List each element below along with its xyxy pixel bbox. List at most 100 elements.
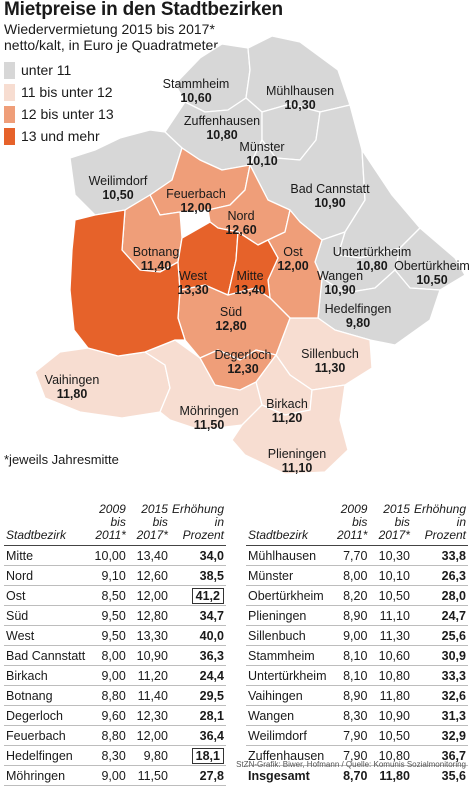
district-name: Botnang bbox=[133, 245, 180, 259]
table-row: Nord 9,10 12,60 38,5 bbox=[4, 565, 226, 586]
legend-swatch bbox=[4, 61, 15, 79]
district-area-plieningen[interactable] bbox=[231, 384, 349, 475]
rent-2015-2017-cell: 11,30 bbox=[369, 625, 412, 646]
table-row: Plieningen 8,90 11,10 24,7 bbox=[246, 605, 468, 626]
rent-2015-2017-cell: 10,80 bbox=[369, 745, 412, 766]
rent-2009-2011-cell: 9,60 bbox=[87, 705, 128, 726]
rent-2009-2011-cell: 8,10 bbox=[329, 645, 370, 666]
rent-2015-2017-cell: 9,80 bbox=[127, 745, 170, 766]
district-rent-value: 10,60 bbox=[180, 91, 211, 105]
rent-2009-2011-cell: 8,50 bbox=[87, 585, 128, 606]
district-rent-value: 11,40 bbox=[141, 259, 172, 273]
district-rent-value: 10,30 bbox=[284, 98, 315, 112]
rent-2009-2011-cell: 9,00 bbox=[87, 765, 128, 786]
increase-cell: 34,0 bbox=[169, 545, 226, 566]
legend-label: unter 11 bbox=[21, 62, 72, 78]
increase-cell: 36,7 bbox=[411, 745, 468, 766]
district-cell: Bad Cannstatt bbox=[4, 645, 88, 666]
rent-2009-2011-cell: 8,00 bbox=[329, 565, 370, 586]
increase-cell: 29,5 bbox=[169, 685, 226, 706]
district-rent-value: 10,50 bbox=[102, 188, 133, 202]
district-rent-value: 10,80 bbox=[206, 128, 237, 142]
table-row: Stammheim 8,10 10,60 30,9 bbox=[246, 645, 468, 666]
district-rent-value: 12,00 bbox=[277, 259, 308, 273]
district-rent-value: 12,80 bbox=[215, 319, 246, 333]
district-name: Sillenbuch bbox=[301, 347, 359, 361]
district-rent-value: 10,80 bbox=[356, 259, 387, 273]
district-name: Degerloch bbox=[215, 348, 272, 362]
table-row: Untertürkheim 8,10 10,80 33,3 bbox=[246, 665, 468, 686]
increase-cell: 27,8 bbox=[169, 765, 226, 786]
district-name: Süd bbox=[220, 305, 242, 319]
district-rent-value: 11,80 bbox=[57, 387, 88, 401]
legend-item: unter 11 bbox=[4, 60, 114, 80]
footnote: *jeweils Jahresmitte bbox=[4, 452, 119, 467]
increase-cell: 30,9 bbox=[411, 645, 468, 666]
district-name: Wangen bbox=[317, 269, 363, 283]
table-row: Mitte 10,00 13,40 34,0 bbox=[4, 545, 226, 566]
district-name: Weilimdorf bbox=[89, 174, 148, 188]
district-name: Stammheim bbox=[163, 77, 230, 91]
header-district: Stadtbezirk bbox=[246, 503, 330, 546]
district-name: Bad Cannstatt bbox=[290, 182, 370, 196]
district-name: Untertürkheim bbox=[333, 245, 412, 259]
district-cell: West bbox=[4, 625, 88, 646]
district-rent-value: 13,40 bbox=[234, 283, 265, 297]
district-cell: Botnang bbox=[4, 685, 88, 706]
district-cell: Mitte bbox=[4, 545, 88, 566]
district-name: West bbox=[179, 269, 208, 283]
header-2015-2017: 2015 bis 2017* bbox=[369, 503, 412, 546]
rent-2015-2017-cell: 12,00 bbox=[127, 585, 170, 606]
district-name: Mitte bbox=[236, 269, 263, 283]
increase-cell: 32,6 bbox=[411, 685, 468, 706]
district-name: Mühlhausen bbox=[266, 84, 334, 98]
table-row: Degerloch 9,60 12,30 28,1 bbox=[4, 705, 226, 726]
rent-2015-2017-cell: 10,90 bbox=[369, 705, 412, 726]
district-area-degerloch[interactable] bbox=[199, 349, 277, 391]
legend-swatch bbox=[4, 83, 15, 101]
district-cell: Degerloch bbox=[4, 705, 88, 726]
district-cell: Sillenbuch bbox=[246, 625, 330, 646]
district-name: Zuffenhausen bbox=[184, 114, 260, 128]
header-2009-2011: 2009 bis 2011* bbox=[329, 503, 370, 546]
rent-2009-2011-cell: 8,90 bbox=[329, 685, 370, 706]
district-cell: Mühlhausen bbox=[246, 545, 330, 566]
increase-cell: 36,4 bbox=[169, 725, 226, 746]
increase-cell: 25,6 bbox=[411, 625, 468, 646]
table-row: Feuerbach 8,80 12,00 36,4 bbox=[4, 725, 226, 746]
district-name: Hedelfingen bbox=[325, 302, 392, 316]
header-2009-2011: 2009 bis 2011* bbox=[87, 503, 128, 546]
table-row: Weilimdorf 7,90 10,50 32,9 bbox=[246, 725, 468, 746]
district-cell: Vaihingen bbox=[246, 685, 330, 706]
data-table-left: Stadtbezirk 2009 bis 2011* 2015 bis 2017* … bbox=[4, 503, 226, 786]
rent-2009-2011-cell: 7,70 bbox=[329, 545, 370, 566]
legend-item: 12 bis unter 13 bbox=[4, 104, 114, 124]
increase-cell: 24,7 bbox=[411, 605, 468, 626]
district-area-mitte[interactable] bbox=[227, 231, 279, 299]
district-rent-value: 11,20 bbox=[272, 411, 303, 425]
rent-2015-2017-cell: 12,60 bbox=[127, 565, 170, 586]
rent-2015-2017-cell: 10,90 bbox=[127, 645, 170, 666]
header-increase: Erhöhung in Prozent bbox=[411, 503, 468, 546]
rent-2009-2011-cell: 7,90 bbox=[329, 745, 370, 766]
district-cell: Zuffenhausen bbox=[246, 745, 330, 766]
increase-cell: 32,9 bbox=[411, 725, 468, 746]
rent-2009-2011-cell: 8,10 bbox=[329, 665, 370, 686]
district-cell: Münster bbox=[246, 565, 330, 586]
increase-cell: 34,7 bbox=[169, 605, 226, 626]
table-row: Bad Cannstatt 8,00 10,90 36,3 bbox=[4, 645, 226, 666]
table-row: Süd 9,50 12,80 34,7 bbox=[4, 605, 226, 626]
